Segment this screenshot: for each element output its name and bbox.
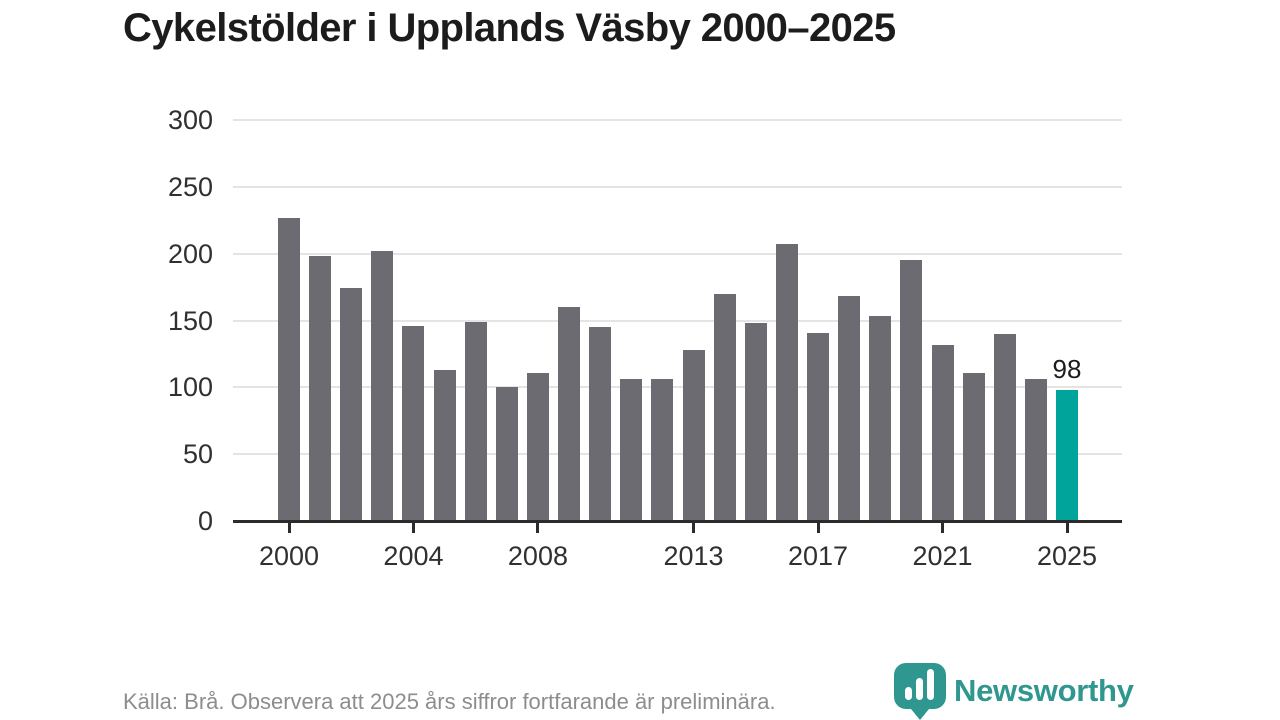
bar-2009 xyxy=(558,307,581,521)
bar-2002 xyxy=(340,288,363,521)
gridline-300 xyxy=(233,119,1122,121)
bar-2006 xyxy=(464,321,487,521)
x-tick-2025 xyxy=(1065,523,1069,533)
source-note: Källa: Brå. Observera att 2025 års siffr… xyxy=(123,689,776,714)
x-tick-2000 xyxy=(287,523,291,533)
gridline-250 xyxy=(233,185,1122,188)
gridline-100 xyxy=(233,386,1122,389)
bar-2000 xyxy=(278,217,300,521)
y-axis-label-200: 200 xyxy=(167,238,213,269)
bar-2012 xyxy=(651,379,674,521)
x-axis-label-2021: 2021 xyxy=(912,541,973,571)
bar-2016 xyxy=(775,244,798,521)
x-axis-label-2013: 2013 xyxy=(663,541,724,571)
bar-2018 xyxy=(838,296,861,521)
highlight-value-label: 98 xyxy=(1052,354,1082,384)
bar-2025 xyxy=(1056,390,1078,521)
newsworthy-logo-text: Newsworthy xyxy=(954,673,1134,708)
bar-2022 xyxy=(962,372,985,521)
bar-2014 xyxy=(713,293,736,521)
newsworthy-barchart-pin-icon xyxy=(894,663,946,720)
x-tick-2008 xyxy=(536,523,540,533)
y-axis-label-100: 100 xyxy=(167,372,213,403)
x-tick-2004 xyxy=(411,523,415,533)
x-axis-label-2008: 2008 xyxy=(507,541,568,571)
bar-2023 xyxy=(993,333,1016,521)
y-axis-label-150: 150 xyxy=(167,305,213,336)
newsworthy-logo: Newsworthy xyxy=(892,661,1134,720)
bar-2021 xyxy=(931,344,954,521)
gridline-150 xyxy=(233,319,1122,322)
y-axis-label-250: 250 xyxy=(167,171,213,202)
bar-2013 xyxy=(682,349,705,521)
chart-title: Cykelstölder i Upplands Väsby 2000–2025 xyxy=(123,6,896,50)
bar-2001 xyxy=(309,256,332,521)
x-axis-label-2004: 2004 xyxy=(383,541,444,571)
bar-2011 xyxy=(620,379,643,521)
bar-2008 xyxy=(526,372,549,521)
x-tick-2021 xyxy=(941,523,945,533)
bar-2010 xyxy=(589,327,612,521)
bar-2024 xyxy=(1024,379,1047,521)
bar-2017 xyxy=(807,332,830,521)
bar-2019 xyxy=(869,316,892,521)
x-axis-label-2017: 2017 xyxy=(787,541,849,571)
y-axis-label-0: 0 xyxy=(197,506,213,536)
x-tick-2013 xyxy=(692,523,696,533)
bar-2007 xyxy=(495,387,518,521)
x-axis-label-2000: 2000 xyxy=(258,541,320,571)
x-axis-label-2025: 2025 xyxy=(1036,541,1098,571)
y-axis-label-300: 300 xyxy=(167,105,213,135)
bar-2020 xyxy=(900,260,923,521)
bar-2004 xyxy=(402,325,425,521)
gridline-50 xyxy=(233,453,1122,456)
x-axis-line xyxy=(233,520,1122,523)
gridline-200 xyxy=(233,252,1122,255)
bar-2005 xyxy=(433,369,456,521)
x-tick-2017 xyxy=(816,523,820,533)
bar-2003 xyxy=(371,250,394,521)
bar-2015 xyxy=(744,323,767,521)
y-axis-label-50: 50 xyxy=(182,439,213,470)
